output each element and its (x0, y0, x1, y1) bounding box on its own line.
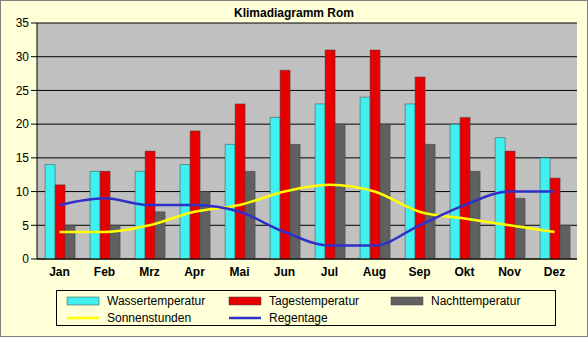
svg-text:10: 10 (16, 185, 30, 199)
svg-text:5: 5 (22, 219, 29, 233)
svg-text:Nov: Nov (498, 265, 521, 279)
svg-text:30: 30 (16, 50, 30, 64)
svg-text:Jul: Jul (321, 265, 338, 279)
svg-text:Jun: Jun (274, 265, 295, 279)
svg-text:Aug: Aug (363, 265, 386, 279)
svg-text:Okt: Okt (454, 265, 474, 279)
svg-text:Mrz: Mrz (139, 265, 160, 279)
svg-text:Jan: Jan (49, 265, 70, 279)
svg-text:15: 15 (16, 151, 30, 165)
svg-text:Sep: Sep (408, 265, 430, 279)
svg-text:Feb: Feb (94, 265, 115, 279)
html-text:Wassertemperatur: Wassertemperatur (107, 293, 206, 308)
svg-text:0: 0 (22, 252, 29, 266)
svg-text:Mai: Mai (229, 265, 249, 279)
svg-text:20: 20 (16, 117, 30, 131)
html-text:Regentage: Regentage (269, 310, 328, 325)
svg-text:35: 35 (16, 16, 30, 30)
html-text:Sonnenstunden: Sonnenstunden (107, 310, 192, 325)
svg-text:Apr: Apr (184, 265, 205, 279)
svg-text:Dez: Dez (544, 265, 565, 279)
html-text:Nachttemperatur: Nachttemperatur (431, 293, 521, 308)
html-text:Tagestemperatur: Tagestemperatur (269, 293, 359, 308)
svg-text:25: 25 (16, 84, 30, 98)
html-text:Klimadiagramm Rom: Klimadiagramm Rom (234, 6, 354, 20)
